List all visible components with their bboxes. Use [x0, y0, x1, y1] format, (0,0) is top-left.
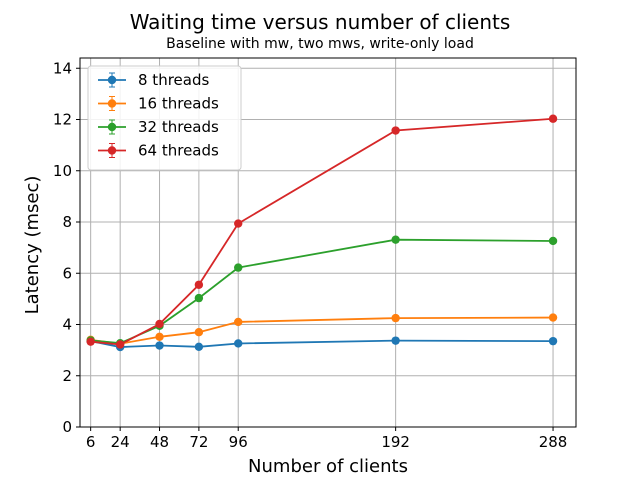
legend-label: 16 threads — [138, 95, 219, 113]
legend-marker — [107, 122, 117, 132]
series-layer — [86, 114, 558, 352]
data-point — [194, 327, 204, 337]
legend-marker — [107, 99, 117, 108]
series-3 — [86, 235, 558, 348]
data-point — [194, 280, 204, 289]
data-point — [155, 332, 164, 341]
legend-label: 32 threads — [138, 118, 219, 136]
y-tick-label: 14 — [53, 59, 72, 77]
x-tick-label: 6 — [86, 433, 96, 451]
data-point — [548, 114, 558, 123]
data-point — [548, 236, 558, 246]
data-point — [391, 235, 400, 244]
x-tick-label: 72 — [189, 433, 208, 451]
data-point — [234, 263, 243, 272]
chart-subtitle: Baseline with mw, two mws, write-only lo… — [166, 36, 474, 52]
data-point — [234, 317, 243, 327]
chart-title: Waiting time versus number of clients — [130, 10, 511, 34]
legend-item: 8 threads — [98, 71, 209, 89]
y-tick-label: 8 — [62, 213, 72, 231]
legend-box — [87, 65, 242, 171]
data-point — [155, 319, 164, 329]
data-point — [194, 293, 204, 303]
y-tick-label: 4 — [62, 316, 72, 334]
data-point — [155, 341, 164, 350]
plot-area-frame — [79, 57, 577, 428]
y-tick-label: 10 — [53, 162, 72, 180]
legend-item: 64 threads — [98, 142, 219, 160]
data-point — [391, 336, 400, 345]
x-tick-label: 48 — [150, 433, 169, 451]
legend-marker — [107, 146, 117, 155]
series-4 — [86, 114, 558, 349]
legend-item: 32 threads — [98, 118, 219, 136]
y-tick-label: 2 — [62, 367, 72, 385]
data-point — [391, 126, 400, 135]
x-tick-label: 96 — [229, 433, 248, 451]
legend: 8 threads 16 threads 32 threads 64 threads — [87, 65, 242, 171]
data-point — [548, 313, 558, 322]
data-point — [548, 336, 558, 346]
data-point — [194, 342, 204, 351]
x-axis-label: Number of clients — [248, 456, 408, 477]
y-tick-label: 0 — [62, 418, 72, 436]
data-point — [234, 339, 243, 348]
y-tick-label: 12 — [53, 111, 72, 129]
data-point — [86, 337, 95, 346]
data-point — [391, 313, 400, 323]
y-tick-label: 6 — [62, 264, 72, 282]
x-tick-label: 192 — [381, 433, 410, 451]
data-point — [234, 219, 243, 228]
y-axis-label: Latency (msec) — [22, 176, 43, 315]
legend-item: 16 threads — [98, 95, 219, 113]
x-tick-label: 24 — [111, 433, 130, 451]
legend-marker — [107, 75, 117, 85]
legend-label: 64 threads — [138, 142, 219, 160]
legend-label: 8 threads — [138, 71, 209, 89]
x-tick-label: 288 — [539, 433, 568, 451]
data-point — [115, 340, 125, 349]
